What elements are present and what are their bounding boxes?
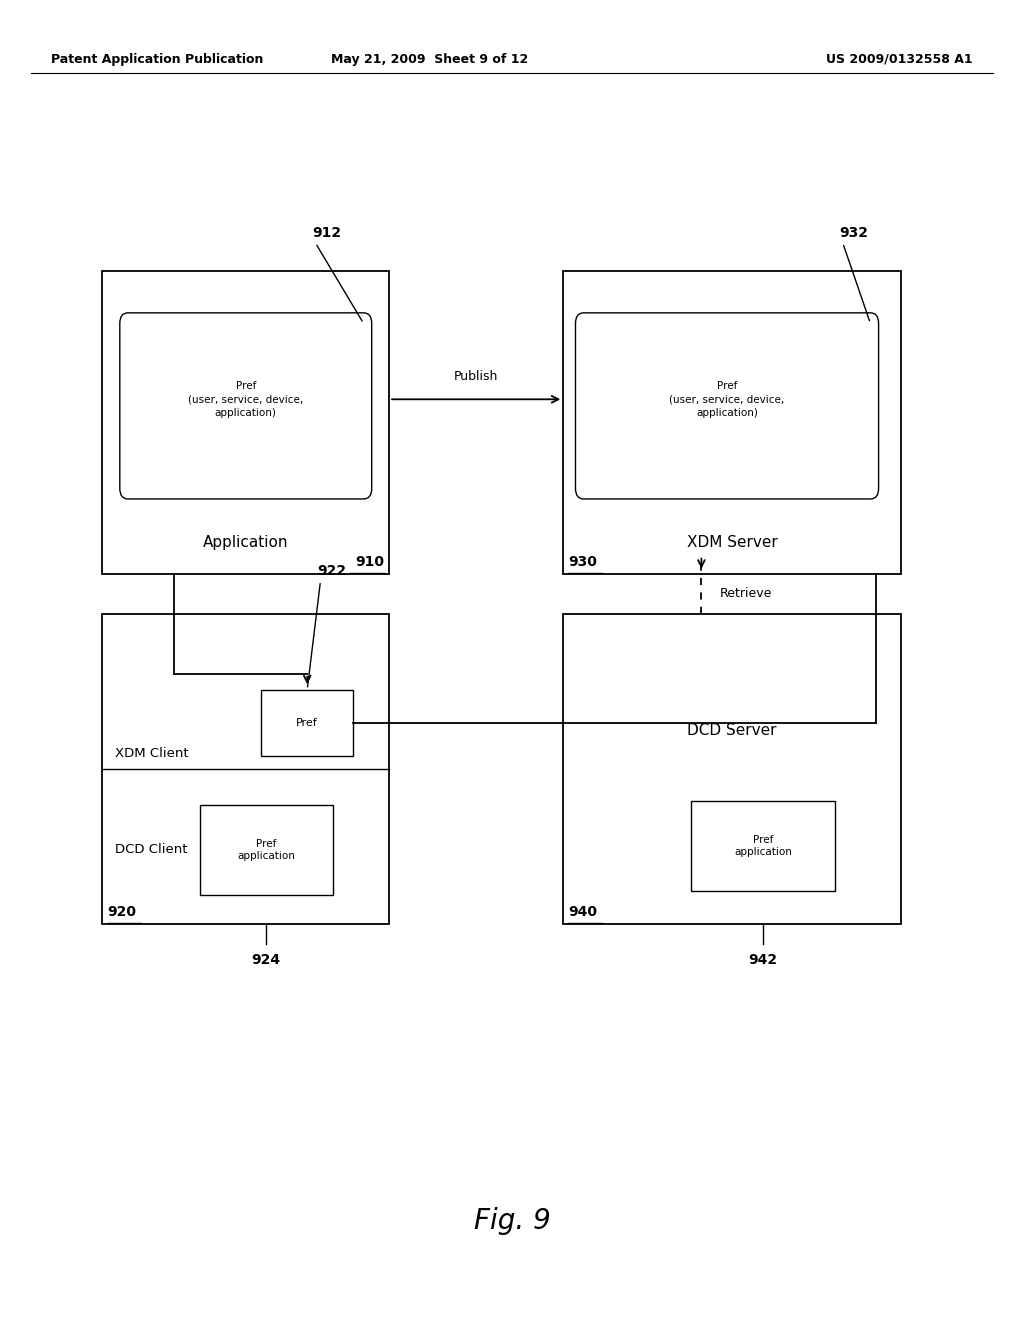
FancyBboxPatch shape [575,313,879,499]
Text: DCD Client: DCD Client [115,842,187,855]
Text: Pref
(user, service, device,
application): Pref (user, service, device, application… [188,381,303,417]
FancyBboxPatch shape [691,801,835,891]
Text: Fig. 9: Fig. 9 [474,1206,550,1236]
FancyBboxPatch shape [563,271,901,574]
FancyBboxPatch shape [261,689,353,755]
FancyBboxPatch shape [102,614,389,924]
Text: 940: 940 [568,904,597,919]
FancyBboxPatch shape [200,805,333,895]
Text: 942: 942 [749,953,777,968]
Text: 930: 930 [568,554,597,569]
Text: 920: 920 [108,904,136,919]
Text: 910: 910 [355,554,384,569]
Text: May 21, 2009  Sheet 9 of 12: May 21, 2009 Sheet 9 of 12 [332,53,528,66]
FancyBboxPatch shape [120,313,372,499]
Text: XDM Client: XDM Client [115,747,188,759]
Text: Pref: Pref [296,718,318,727]
Text: Pref
application: Pref application [734,836,792,857]
FancyBboxPatch shape [563,614,901,924]
Text: US 2009/0132558 A1: US 2009/0132558 A1 [826,53,973,66]
Text: Application: Application [203,536,289,550]
Text: 912: 912 [312,226,341,240]
Text: Patent Application Publication: Patent Application Publication [51,53,263,66]
Text: Retrieve: Retrieve [720,587,772,601]
Text: XDM Server: XDM Server [687,536,777,550]
Text: 922: 922 [317,564,346,578]
Text: 924: 924 [252,953,281,968]
FancyBboxPatch shape [102,271,389,574]
Text: Pref
application: Pref application [238,840,295,861]
Text: DCD Server: DCD Server [687,723,777,738]
Text: Publish: Publish [454,371,499,384]
Text: 932: 932 [840,226,868,240]
Text: Pref
(user, service, device,
application): Pref (user, service, device, application… [670,381,784,417]
